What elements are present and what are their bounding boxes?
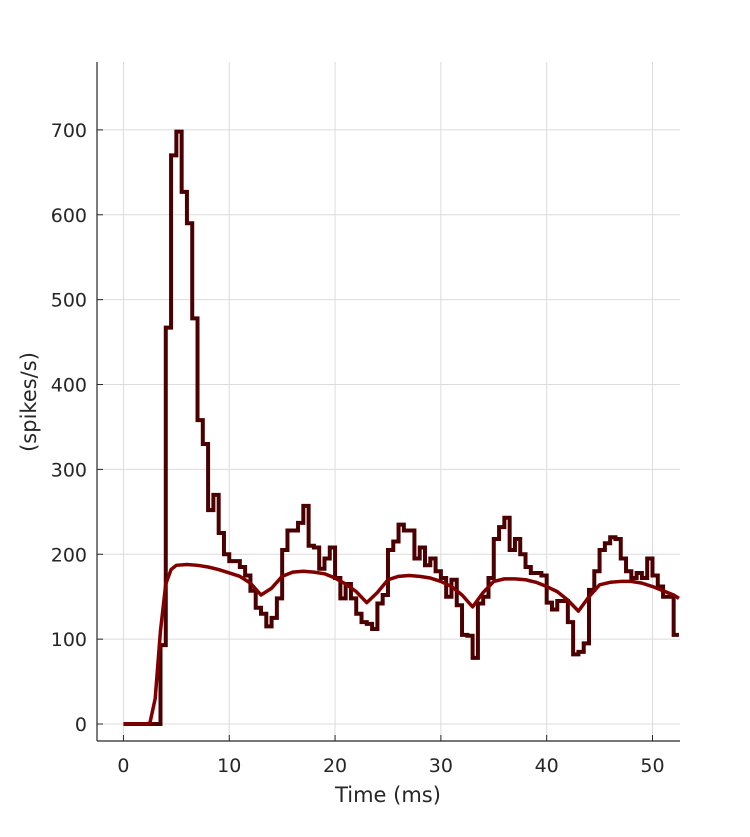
- y-tick-label: 600: [51, 205, 87, 227]
- x-tick-label: 10: [217, 755, 241, 777]
- y-tick-label: 500: [51, 290, 87, 312]
- x-axis-label: Time (ms): [334, 783, 441, 807]
- y-axis-label: (spikes/s): [17, 352, 41, 452]
- grid: [97, 62, 680, 741]
- y-tick-label: 700: [51, 120, 87, 142]
- x-tick-label: 0: [117, 755, 129, 777]
- y-tick-label: 400: [51, 375, 87, 397]
- y-tick-label: 300: [51, 459, 87, 481]
- x-tick-label: 30: [429, 755, 453, 777]
- y-tick-label: 100: [51, 629, 87, 651]
- x-tick-label: 40: [535, 755, 559, 777]
- plot-area: [123, 129, 680, 727]
- smooth-rate-line: [123, 562, 680, 726]
- x-tick-label: 50: [640, 755, 664, 777]
- x-tick-label: 20: [323, 755, 347, 777]
- histogram-line: [123, 129, 679, 727]
- y-tick-label: 200: [51, 544, 87, 566]
- y-tick-label: 0: [75, 714, 87, 736]
